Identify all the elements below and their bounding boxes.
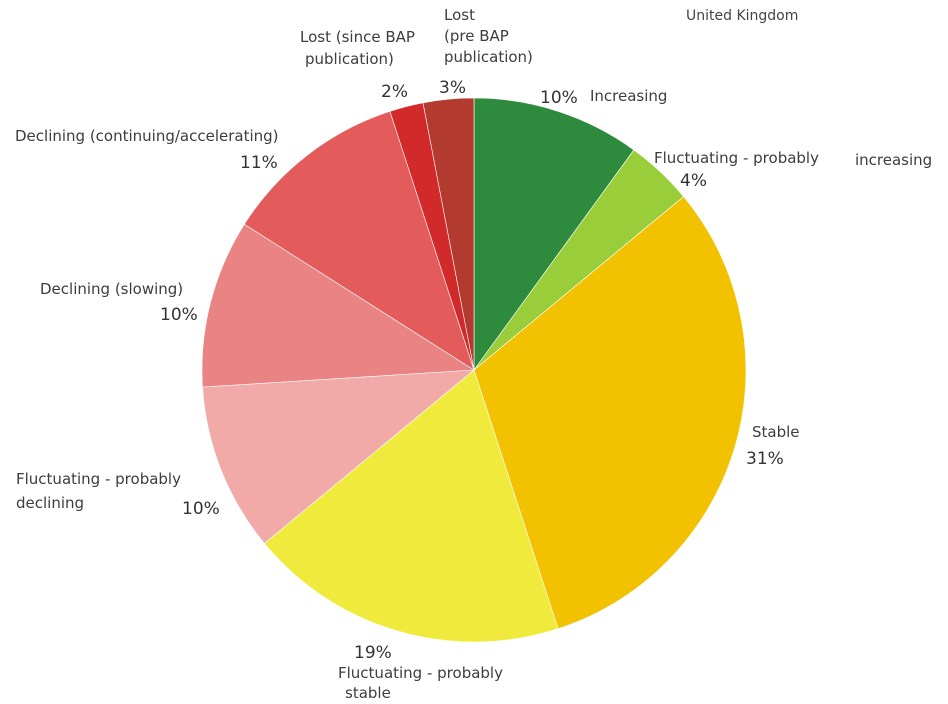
legend-label-declining-slowing: Declining (slowing)	[40, 280, 184, 298]
legend-label-lost-since-line1: Lost (since BAP	[300, 28, 415, 46]
legend-label-lost-since-line2: publication)	[305, 50, 394, 68]
pie-slice-declining-continuing-accelerating	[243, 110, 475, 371]
legend-label-fluct-declining-line2: declining	[16, 494, 85, 512]
legend-label-lost-pre-line3: publication)	[444, 48, 533, 66]
legend-label-declining-continuing: Declining (continuing/accelerating)	[15, 127, 279, 145]
pct-label-fluct-declining: 10%	[182, 499, 220, 519]
pie-slice-increasing	[473, 97, 635, 371]
legend-label-lost-pre-line2: (pre BAP	[444, 27, 509, 45]
legend-label-fluct-stable-line2: stable	[345, 684, 391, 702]
pie-slice-fluctuating-probably-declining	[202, 369, 475, 544]
pie-slice-declining-slowing	[201, 223, 475, 388]
pct-label-stable: 31%	[746, 449, 784, 469]
legend-label-fluct-declining-line1: Fluctuating - probably	[16, 470, 181, 488]
pie-slice-stable	[473, 196, 747, 630]
legend-label-increasing: Increasing	[590, 87, 668, 105]
legend-label-fluct-increasing-line1: Fluctuating - probably	[654, 149, 819, 167]
pct-label-declining-slowing: 10%	[160, 305, 198, 325]
pct-label-increasing: 10%	[540, 88, 578, 108]
pct-label-fluct-stable: 19%	[354, 643, 392, 663]
pct-label-declining-continuing: 11%	[240, 153, 278, 173]
chart-title: United Kingdom	[686, 8, 799, 24]
legend-label-stable: Stable	[752, 423, 800, 441]
pct-label-lost-pre: 3%	[439, 78, 466, 98]
pie-slice-fluctuating-probably-stable	[263, 369, 559, 643]
legend-label-fluct-increasing-line2: increasing	[855, 151, 933, 169]
legend-label-lost-pre-line1: Lost	[444, 6, 475, 24]
pct-label-fluct-increasing: 4%	[680, 171, 707, 191]
pie-slice-lost-pre-bap-publication	[422, 97, 475, 371]
pct-label-lost-since: 2%	[381, 82, 408, 102]
legend-label-fluct-stable-line1: Fluctuating - probably	[338, 664, 503, 682]
